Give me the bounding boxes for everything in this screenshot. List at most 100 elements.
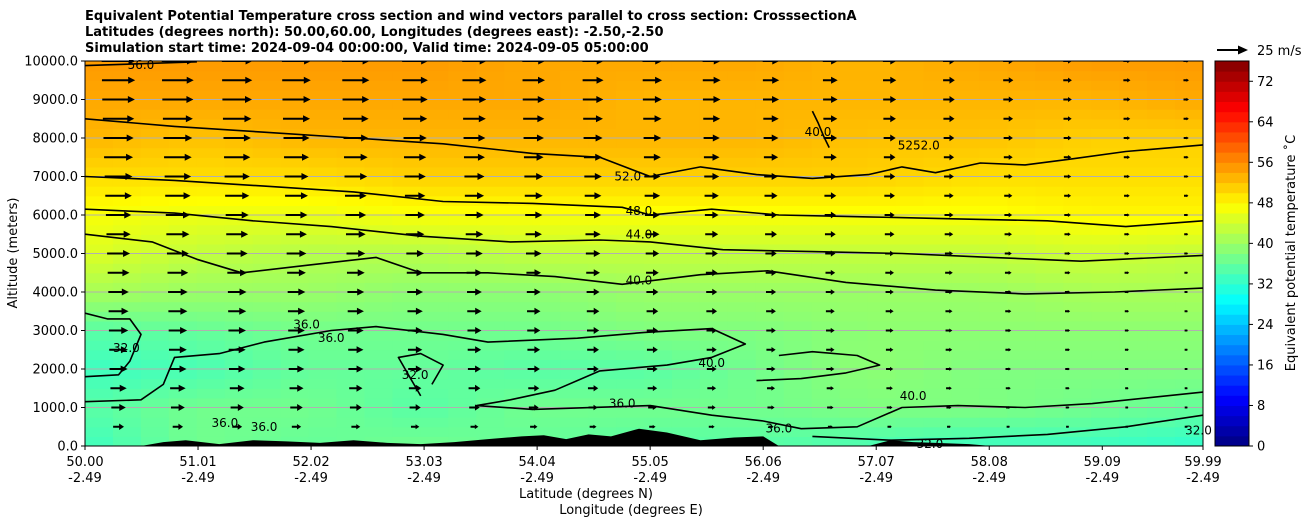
field-cell [280, 224, 310, 235]
field-cell [867, 80, 897, 91]
field-cell [979, 359, 1008, 370]
field-cell [560, 292, 589, 303]
field-cell [1175, 138, 1203, 149]
field-cell [1035, 359, 1064, 370]
field-cell [1119, 426, 1148, 437]
field-cell [951, 147, 980, 158]
field-cell [727, 263, 757, 274]
field-cell [895, 417, 925, 428]
field-cell [532, 166, 561, 178]
field-cell [616, 61, 645, 72]
wind-vector [470, 424, 479, 430]
field-cell [336, 99, 366, 110]
field-cell [671, 292, 701, 303]
field-cell [979, 417, 1008, 428]
field-cell [811, 128, 841, 139]
field-cell [783, 243, 813, 255]
field-cell [727, 397, 757, 409]
field-cell [1035, 426, 1064, 437]
field-cell [1035, 301, 1064, 312]
field-cell [504, 186, 533, 197]
colorbar-segment [1215, 243, 1249, 254]
field-cell [85, 243, 114, 255]
field-cell [224, 436, 254, 446]
field-cell [1007, 388, 1036, 399]
wind-vector [823, 115, 838, 123]
field-cell [1147, 330, 1176, 341]
field-cell [448, 330, 477, 341]
field-cell [783, 426, 813, 437]
field-cell [1035, 70, 1064, 81]
field-cell [783, 61, 813, 72]
wind-vector [703, 134, 720, 142]
field-cell [783, 388, 813, 399]
field-cell [699, 80, 729, 91]
field-cell [588, 157, 617, 168]
field-cell [196, 147, 226, 158]
field-cell [364, 138, 394, 149]
field-cell [951, 186, 980, 197]
wind-vector [409, 404, 421, 411]
wind-vector [282, 76, 311, 84]
field-cell [448, 388, 477, 399]
field-cell [839, 388, 869, 399]
field-cell [140, 349, 170, 360]
field-cell [616, 215, 645, 226]
contour-line-32 [85, 312, 142, 378]
field-cell [1007, 166, 1036, 178]
field-cell [895, 301, 925, 312]
field-cell [112, 417, 142, 428]
field-cell [476, 195, 505, 206]
field-cell [448, 89, 477, 101]
field-cell [588, 388, 617, 399]
field-cell [783, 311, 813, 322]
field-cell [951, 128, 980, 139]
x-tick-label-longitude: -2.49 [1186, 471, 1220, 486]
field-cell [308, 426, 338, 437]
wind-vector [646, 288, 659, 296]
contour-label: 36.0 [293, 318, 320, 332]
field-cell [755, 195, 785, 206]
field-cell [392, 176, 421, 187]
wind-vector [1004, 232, 1012, 237]
field-cell [839, 330, 869, 341]
wind-vector [527, 327, 541, 334]
contour-label: 32.0 [402, 368, 429, 382]
field-cell [196, 157, 226, 168]
field-cell [1119, 89, 1148, 101]
field-cell [783, 340, 813, 351]
field-cell [1175, 378, 1203, 389]
field-cell [560, 128, 589, 139]
field-cell [168, 61, 198, 72]
wind-vector [164, 173, 192, 180]
wind-vector [464, 173, 485, 180]
field-cell [895, 61, 925, 72]
field-cell [392, 369, 421, 380]
colorbar-tick-label: 8 [1257, 399, 1265, 414]
field-cell [392, 80, 421, 91]
colorbar-segment [1215, 415, 1249, 427]
colorbar-segment [1215, 61, 1249, 72]
field-cell [1063, 147, 1092, 158]
field-cell [476, 147, 505, 158]
field-cell [196, 80, 226, 91]
field-cell [895, 397, 925, 409]
field-cell [1063, 166, 1092, 178]
field-cell [951, 205, 980, 216]
field-cell [727, 234, 757, 245]
colorbar-segment [1215, 253, 1249, 265]
colorbar-tick-label: 72 [1257, 75, 1274, 90]
field-cell [140, 436, 170, 446]
contour-line-44 [85, 208, 1203, 263]
field-cell [811, 157, 841, 168]
field-cell [811, 109, 841, 120]
field-cell [588, 224, 617, 235]
field-cell [392, 224, 421, 235]
field-cell [168, 311, 198, 322]
field-cell [951, 397, 980, 409]
field-cell [671, 301, 701, 312]
field-cell [1147, 369, 1176, 380]
field-cell [616, 166, 645, 178]
field-cell [1147, 61, 1176, 72]
